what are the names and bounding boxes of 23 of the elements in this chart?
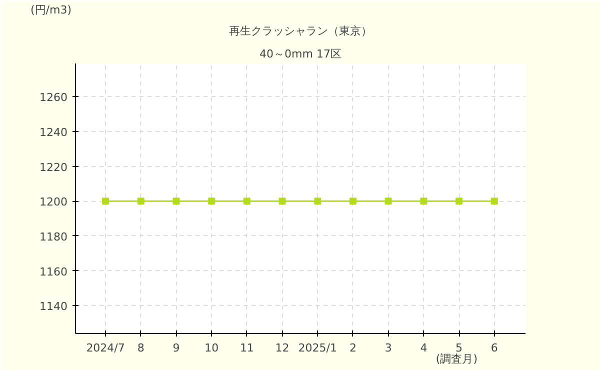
x-tick-label: 6 — [490, 342, 498, 354]
y-axis-title: (円/m3) — [30, 4, 72, 16]
y-tick-label: 1160 — [40, 265, 68, 278]
x-tick-label: 5 — [456, 342, 463, 354]
x-tick-label: 4 — [420, 342, 428, 354]
y-tick-label: 1220 — [40, 160, 68, 174]
y-tick-label: 1140 — [40, 300, 68, 314]
x-tick-label: 12 — [275, 342, 290, 354]
y-tick-label: 1180 — [40, 230, 68, 244]
x-tick-label: 9 — [172, 342, 180, 354]
chart-subtitle: 40～0mm 17区 — [260, 48, 342, 60]
y-tick-label: 1200 — [40, 196, 68, 209]
x-tick-label: 2025/1 — [298, 342, 337, 354]
chart-title: 再生クラッシャラン（東京） — [229, 24, 372, 38]
x-tick-label: 11 — [240, 342, 254, 354]
x-axis-title: (調査月) — [436, 352, 478, 366]
x-tick-label: 3 — [384, 342, 392, 354]
x-tick-label: 2024/7 — [86, 342, 125, 354]
y-tick-label: 1260 — [40, 91, 68, 104]
x-tick-label: 10 — [204, 342, 219, 354]
x-tick-label: 8 — [137, 342, 144, 354]
x-tick-label: 2 — [349, 342, 356, 354]
y-tick-label: 1240 — [40, 126, 68, 139]
